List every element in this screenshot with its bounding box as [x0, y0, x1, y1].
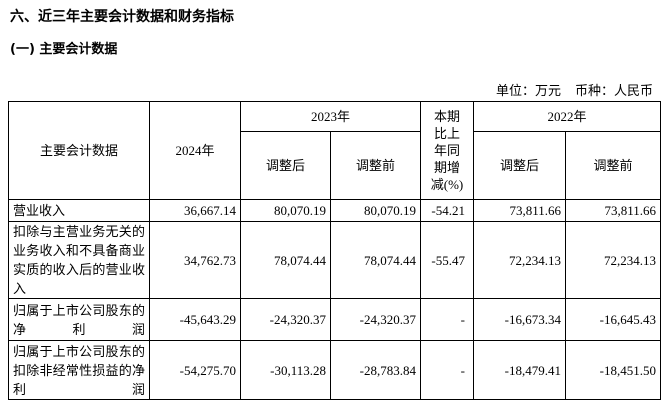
cell-value: -54.21 [420, 199, 474, 222]
cell-value: 80,070.19 [330, 199, 421, 222]
cell-value: -28,783.84 [330, 340, 421, 400]
cell-value: 78,074.44 [240, 221, 331, 299]
cell-value: -45,643.29 [149, 298, 241, 341]
header-cell: 2023年 [240, 101, 421, 132]
unit: 单位：万元 [495, 83, 561, 98]
cell-value: - [420, 298, 474, 341]
table-row: 营业收入 36,667.14 80,070.19 80,070.19 -54.21 73,… [8, 199, 661, 222]
data-table: 主要会计数据 2024年 2023年 本期比上年同期增减(%) 2022年 调整… [8, 101, 661, 400]
subheader-cell: 调整后 [240, 131, 331, 200]
cell-value: 80,070.19 [240, 199, 331, 222]
cell-value: -30,113.28 [240, 340, 331, 400]
unit-line: 单位：万元 币种：人民币 [482, 80, 653, 99]
cell-value: -16,673.34 [473, 298, 566, 341]
row-label: 归属于上市公司股东的扣除非经常性损益的净利润 [8, 340, 150, 400]
table-row: 扣除与主营业务无关的业务收入和不具备商业实质的收入后的营业收入 34,762.73… [8, 221, 661, 299]
cell-value: -54,275.70 [149, 340, 241, 400]
table-row: 归属于上市公司股东的净利润 -45,643.29 -24,320.37 -24,320… [8, 298, 661, 341]
cell-value: 72,234.13 [473, 221, 566, 299]
cell-value: 34,762.73 [149, 221, 241, 299]
cell-value: 72,234.13 [565, 221, 661, 299]
subheader-cell: 调整后 [473, 131, 566, 200]
subheader-cell: 调整前 [330, 131, 421, 200]
section-title: 六、近三年主要会计数据和财务指标 [10, 9, 234, 25]
cell-value: -55.47 [420, 221, 474, 299]
row-label: 归属于上市公司股东的净利润 [8, 298, 150, 341]
header-cell: 主要会计数据 [8, 101, 150, 200]
row-label: 扣除与主营业务无关的业务收入和不具备商业实质的收入后的营业收入 [8, 221, 150, 299]
row-label: 营业收入 [8, 199, 150, 222]
cell-value: -18,479.41 [473, 340, 566, 400]
cell-value: - [420, 340, 474, 400]
cell-value: 36,667.14 [149, 199, 241, 222]
currency: 币种：人民币 [574, 83, 653, 98]
subsection-title: (一) 主要会计数据 [10, 42, 118, 57]
cell-value: -18,451.50 [565, 340, 661, 400]
cell-value: -16,645.43 [565, 298, 661, 341]
cell-value: -24,320.37 [330, 298, 421, 341]
table-row: 归属于上市公司股东的扣除非经常性损益的净利润 -54,275.70 -30,113.… [8, 340, 661, 400]
cell-value: 73,811.66 [473, 199, 566, 222]
cell-value: 73,811.66 [565, 199, 661, 222]
subheader-cell: 调整前 [565, 131, 661, 200]
header-cell: 本期比上年同期增减(%) [420, 101, 474, 200]
cell-value: -24,320.37 [240, 298, 331, 341]
cell-value: 78,074.44 [330, 221, 421, 299]
header-cell: 2024年 [149, 101, 241, 200]
header-cell: 2022年 [473, 101, 661, 132]
